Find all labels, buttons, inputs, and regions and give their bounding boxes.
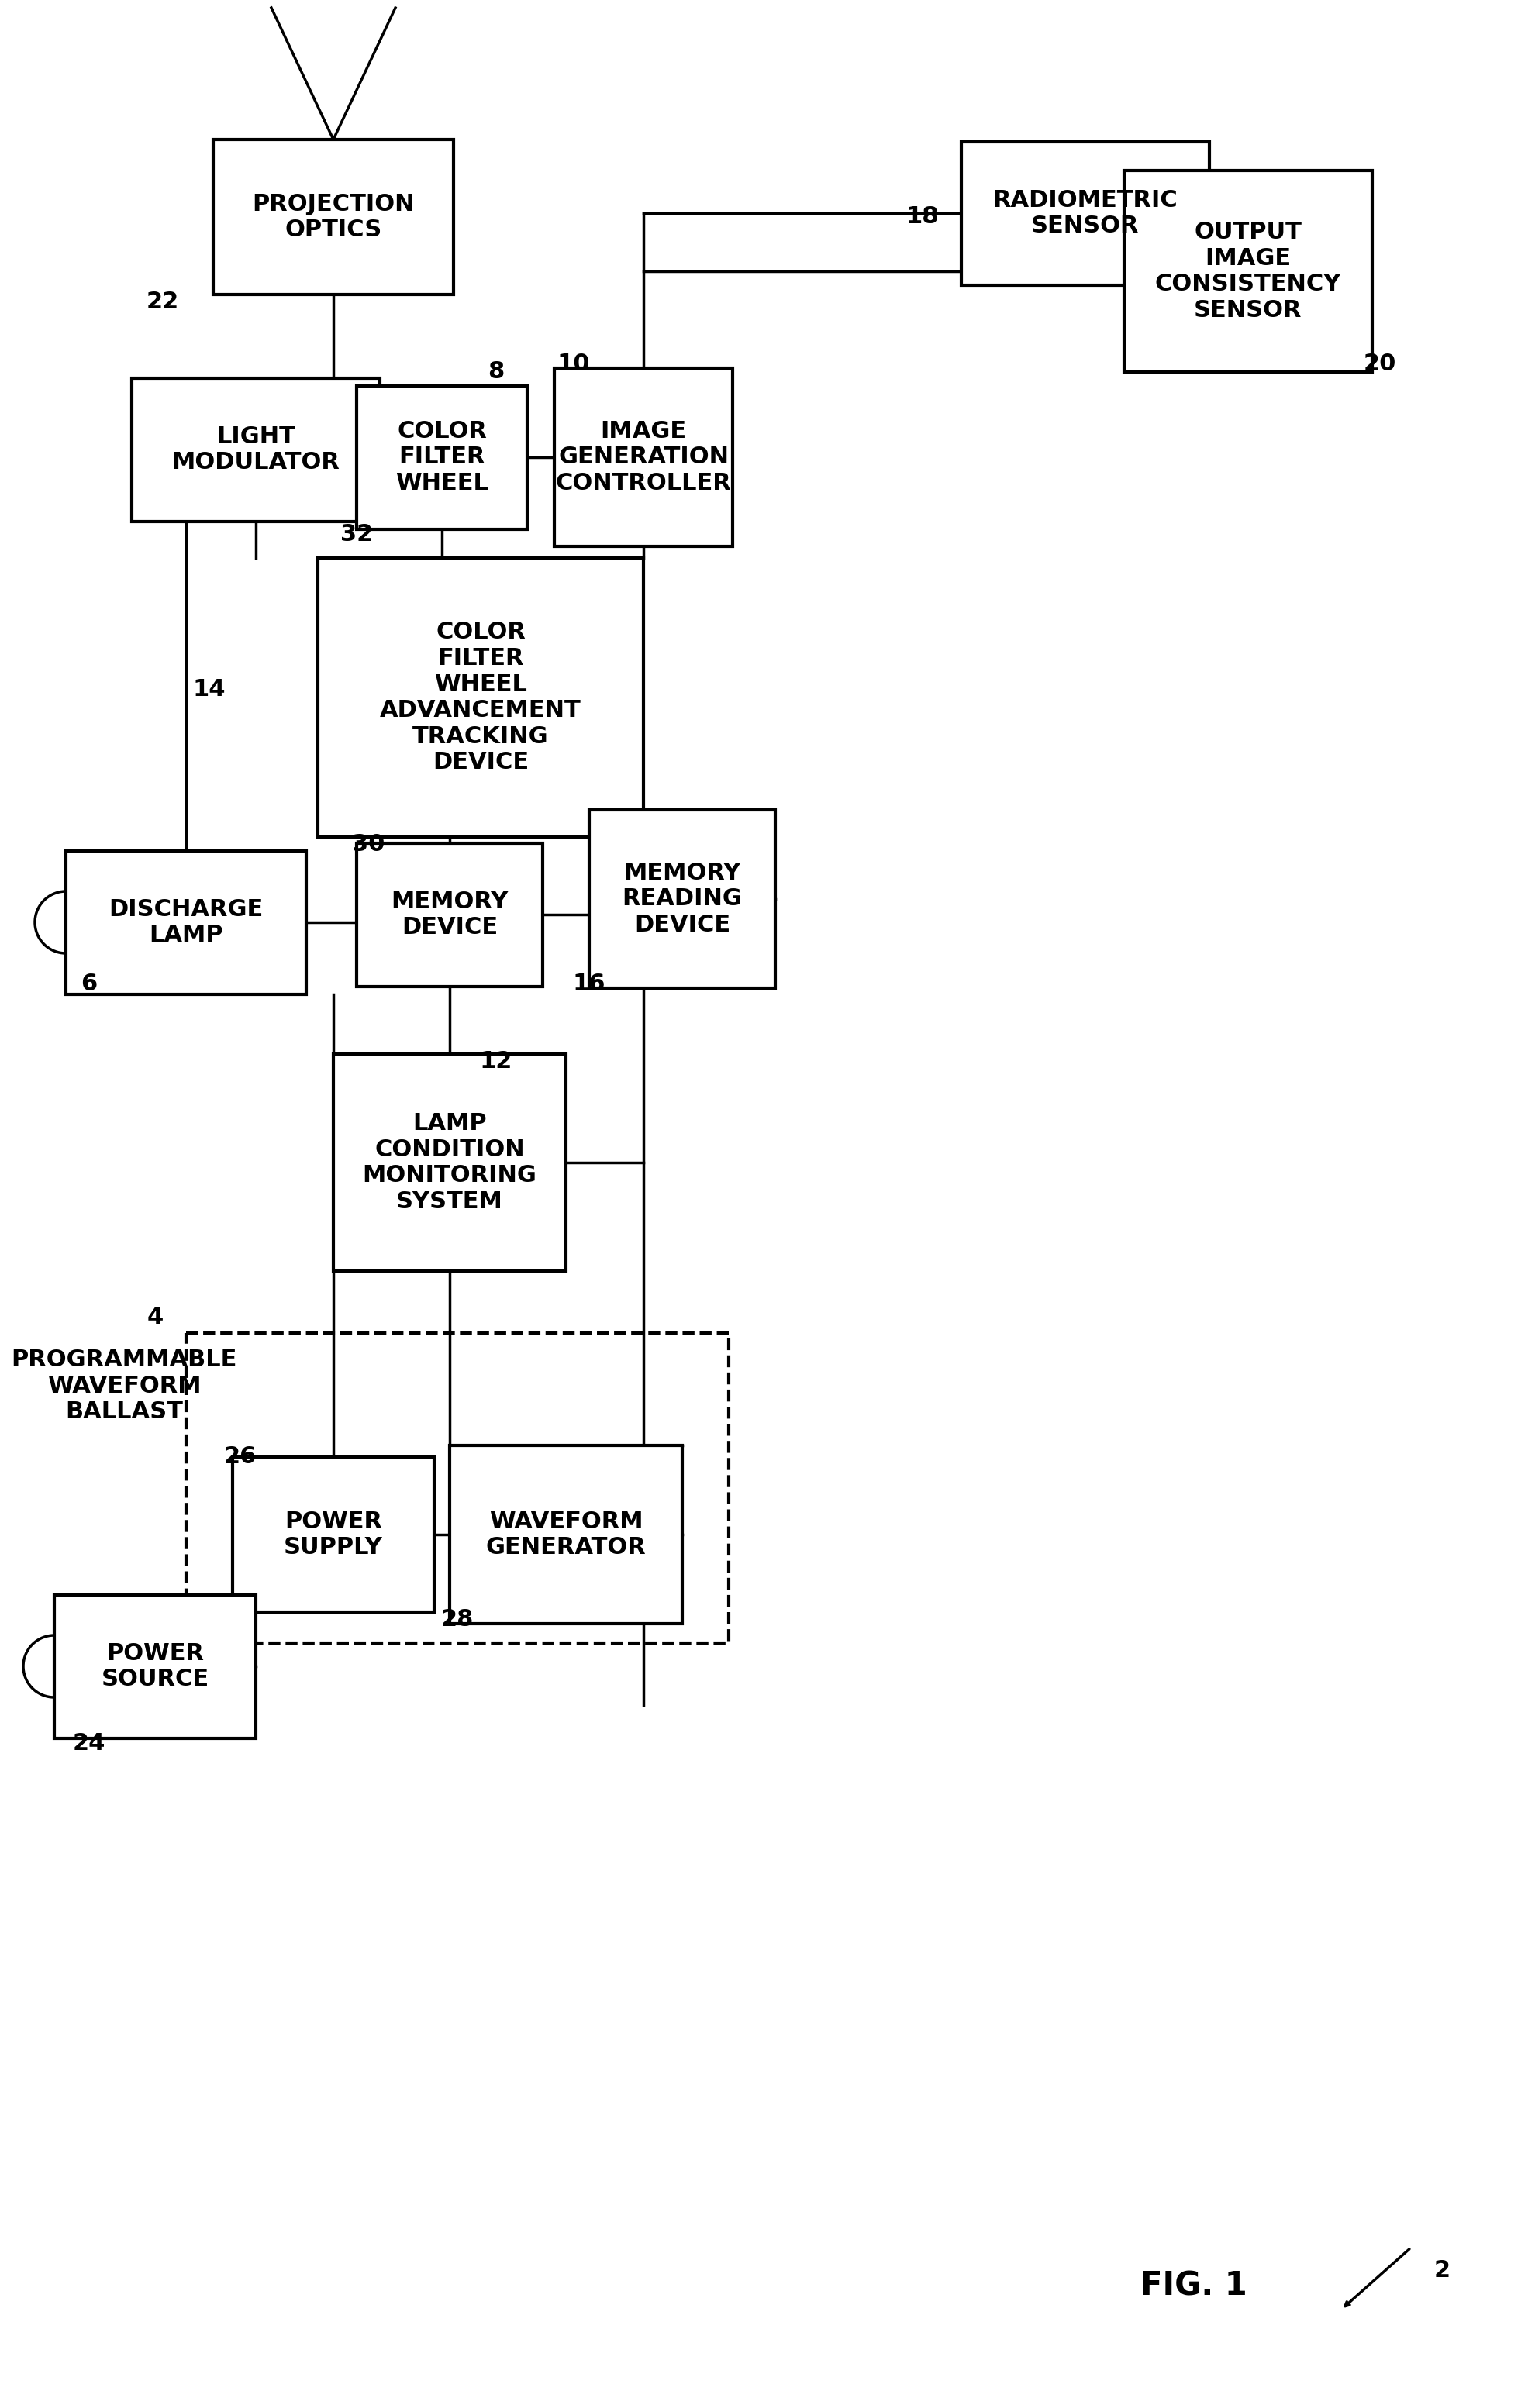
Text: 18: 18 xyxy=(906,205,939,229)
Text: 6: 6 xyxy=(81,973,97,995)
Text: PROGRAMMABLE
WAVEFORM
BALLAST: PROGRAMMABLE WAVEFORM BALLAST xyxy=(11,1348,236,1423)
Text: MEMORY
READING
DEVICE: MEMORY READING DEVICE xyxy=(622,862,743,937)
Bar xyxy=(186,1334,729,1642)
Bar xyxy=(1124,171,1372,371)
Bar xyxy=(961,142,1210,284)
Bar xyxy=(589,809,775,987)
Text: MEMORY
DEVICE: MEMORY DEVICE xyxy=(391,891,508,939)
Text: 30: 30 xyxy=(352,833,385,855)
Bar xyxy=(132,378,379,520)
Text: FIG. 1: FIG. 1 xyxy=(1141,2271,1248,2302)
Bar xyxy=(450,1445,682,1623)
Bar xyxy=(54,1594,256,1739)
Text: DISCHARGE
LAMP: DISCHARGE LAMP xyxy=(109,898,264,946)
Text: LIGHT
MODULATOR: LIGHT MODULATOR xyxy=(172,426,339,474)
Text: 32: 32 xyxy=(341,523,373,547)
Text: COLOR
FILTER
WHEEL: COLOR FILTER WHEEL xyxy=(396,419,488,494)
Text: 24: 24 xyxy=(72,1734,106,1755)
Text: 26: 26 xyxy=(224,1445,256,1469)
Text: 28: 28 xyxy=(441,1609,474,1630)
Text: LAMP
CONDITION
MONITORING
SYSTEM: LAMP CONDITION MONITORING SYSTEM xyxy=(362,1112,537,1214)
Text: WAVEFORM
GENERATOR: WAVEFORM GENERATOR xyxy=(485,1510,646,1558)
Text: 12: 12 xyxy=(480,1050,513,1074)
Text: RADIOMETRIC
SENSOR: RADIOMETRIC SENSOR xyxy=(993,188,1177,238)
Bar xyxy=(554,368,732,547)
Text: 8: 8 xyxy=(488,361,505,383)
Text: 16: 16 xyxy=(573,973,606,995)
Text: 14: 14 xyxy=(193,679,226,701)
Text: 10: 10 xyxy=(557,354,589,376)
Text: 4: 4 xyxy=(147,1305,163,1329)
Text: 2: 2 xyxy=(1434,2259,1451,2283)
Bar xyxy=(356,385,527,530)
Bar xyxy=(356,843,543,987)
Text: OUTPUT
IMAGE
CONSISTENCY
SENSOR: OUTPUT IMAGE CONSISTENCY SENSOR xyxy=(1154,222,1342,323)
Text: 20: 20 xyxy=(1363,354,1397,376)
Text: IMAGE
GENERATION
CONTROLLER: IMAGE GENERATION CONTROLLER xyxy=(556,419,731,494)
Text: 22: 22 xyxy=(146,291,180,313)
Text: POWER
SUPPLY: POWER SUPPLY xyxy=(284,1510,382,1558)
Bar xyxy=(66,850,305,995)
Text: PROJECTION
OPTICS: PROJECTION OPTICS xyxy=(252,193,414,241)
Bar xyxy=(318,559,643,838)
Text: POWER
SOURCE: POWER SOURCE xyxy=(101,1642,209,1690)
Text: COLOR
FILTER
WHEEL
ADVANCEMENT
TRACKING
DEVICE: COLOR FILTER WHEEL ADVANCEMENT TRACKING … xyxy=(381,621,582,773)
Bar xyxy=(333,1055,566,1271)
Bar xyxy=(233,1457,434,1611)
Bar xyxy=(213,140,453,294)
